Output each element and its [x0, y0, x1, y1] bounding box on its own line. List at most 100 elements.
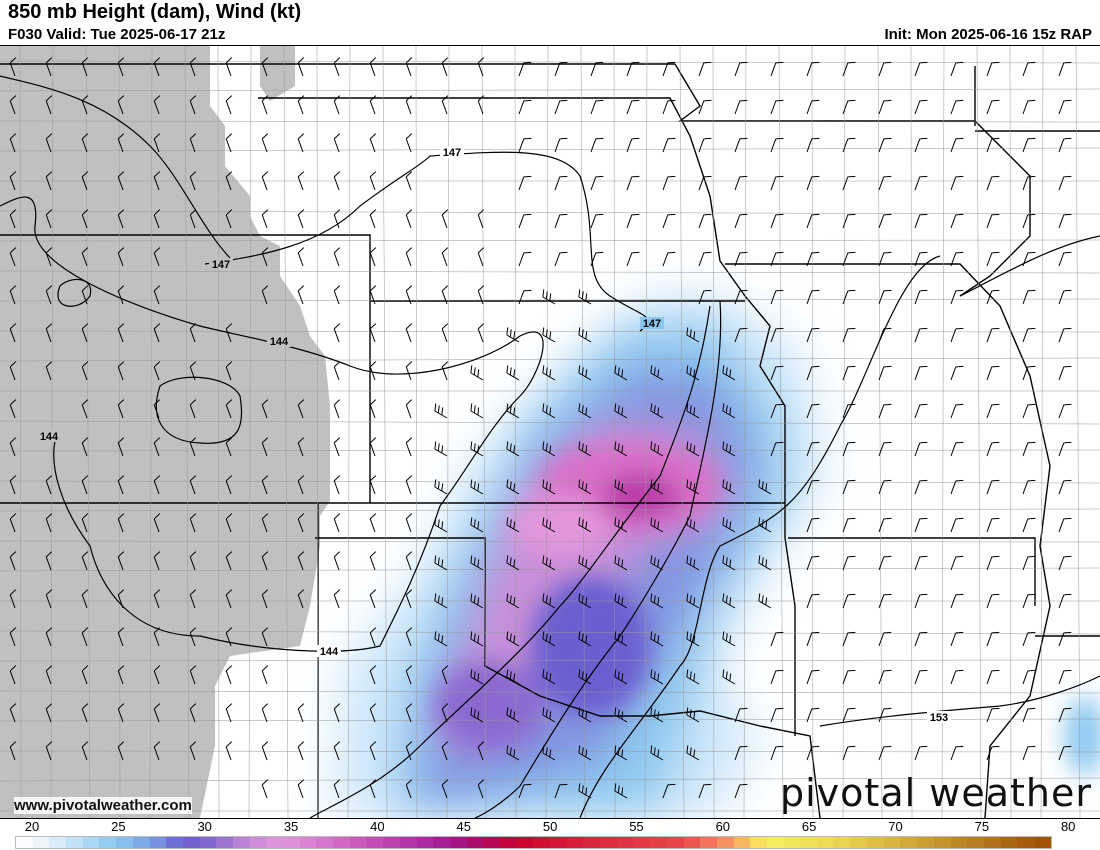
- wind-barb: [153, 627, 161, 647]
- wind-barb: [153, 209, 161, 229]
- wind-barb: [405, 437, 413, 457]
- wind-barb: [333, 437, 341, 457]
- wind-barb: [81, 741, 89, 761]
- colorbar-cell: [833, 837, 851, 848]
- wind-barb: [806, 251, 820, 267]
- contour-label: 147: [443, 147, 461, 159]
- wind-barb: [986, 251, 1000, 267]
- wind-barb: [225, 551, 233, 571]
- wind-barb: [518, 289, 532, 305]
- wind-barb: [81, 665, 89, 685]
- wind-barb: [842, 175, 856, 191]
- wind-barb: [686, 555, 700, 571]
- wind-barb: [117, 741, 125, 761]
- wind-barb: [770, 403, 784, 419]
- colorbar-cell: [232, 837, 250, 848]
- wind-barb: [722, 479, 736, 495]
- wind-barb: [542, 365, 556, 381]
- wind-barb: [333, 551, 341, 571]
- wind-barb: [950, 251, 964, 267]
- website-url[interactable]: www.pivotalweather.com: [14, 797, 192, 814]
- wind-barb: [698, 783, 712, 799]
- weather-map[interactable]: 147 147 147 144 144 144 153: [0, 45, 1100, 819]
- wind-barb: [333, 247, 341, 267]
- wind-barb: [698, 137, 712, 153]
- wind-barb: [297, 437, 305, 457]
- wind-barb: [434, 555, 448, 571]
- wind-barb: [722, 555, 736, 571]
- wind-barb: [542, 479, 556, 495]
- colorbar-cell: [333, 837, 350, 848]
- wind-barb: [441, 779, 449, 799]
- wind-barb: [405, 95, 413, 115]
- wind-barb: [614, 403, 628, 419]
- wind-barb: [578, 707, 592, 723]
- wind-barb: [734, 137, 748, 153]
- wind-barb: [986, 213, 1000, 229]
- wind-barb: [506, 669, 520, 685]
- wind-barb: [441, 57, 449, 77]
- wind-barb: [806, 745, 820, 761]
- colorbar-cell: [600, 837, 617, 848]
- wind-barb: [261, 209, 269, 229]
- colorbar-cell: [416, 837, 434, 848]
- wind-barb: [950, 669, 964, 685]
- wind-barb: [914, 517, 928, 533]
- wind-barb: [842, 327, 856, 343]
- wind-barb: [626, 175, 640, 191]
- wind-barb: [225, 95, 233, 115]
- wind-barb: [698, 251, 712, 267]
- wind-barb: [506, 593, 520, 609]
- wind-barb: [758, 593, 772, 609]
- wind-barb: [770, 365, 784, 381]
- wind-barb: [470, 593, 484, 609]
- colorbar-cell: [733, 837, 751, 848]
- wind-barb: [441, 323, 449, 343]
- wind-barb: [590, 99, 604, 115]
- wind-barb: [189, 551, 197, 571]
- wind-barb: [261, 247, 269, 267]
- colorbar-cell: [800, 837, 817, 848]
- wind-barb: [405, 779, 413, 799]
- wind-barb: [1022, 707, 1036, 723]
- wind-barb: [686, 631, 700, 647]
- wind-barb: [986, 593, 1000, 609]
- wind-barb: [842, 99, 856, 115]
- contour-label: 144: [40, 431, 59, 443]
- wind-barb: [297, 551, 305, 571]
- wind-barb: [770, 251, 784, 267]
- wind-barb: [477, 57, 485, 77]
- wind-barb: [698, 175, 712, 191]
- wind-barb: [506, 631, 520, 647]
- colorbar-tick: 20: [24, 819, 40, 834]
- colorbar-cell: [516, 837, 534, 848]
- wind-barb: [806, 327, 820, 343]
- wind-barb: [405, 285, 413, 305]
- wind-barb: [45, 665, 53, 685]
- wind-barb: [9, 95, 17, 115]
- colorbar-cell: [383, 837, 400, 848]
- wind-barb: [1058, 403, 1072, 419]
- wind-barb: [806, 137, 820, 153]
- colorbar-cell: [850, 837, 868, 848]
- contour-label: 144: [270, 336, 289, 348]
- wind-barb: [542, 745, 556, 761]
- wind-barb: [333, 323, 341, 343]
- wind-barb: [590, 137, 604, 153]
- wind-barb: [117, 475, 125, 495]
- wind-barb: [434, 479, 448, 495]
- wind-barb: [333, 285, 341, 305]
- wind-barb: [734, 745, 748, 761]
- wind-barb: [1058, 137, 1072, 153]
- wind-barb: [770, 631, 784, 647]
- wind-speed-colorbar: [15, 836, 1052, 849]
- wind-barb: [225, 133, 233, 153]
- wind-barb: [578, 783, 592, 799]
- wind-barb: [1022, 327, 1036, 343]
- wind-barb: [9, 589, 17, 609]
- colorbar-cell: [366, 837, 384, 848]
- wind-barb: [662, 61, 676, 77]
- wind-barb: [189, 741, 197, 761]
- wind-barb: [686, 745, 700, 761]
- wind-barb: [333, 209, 341, 229]
